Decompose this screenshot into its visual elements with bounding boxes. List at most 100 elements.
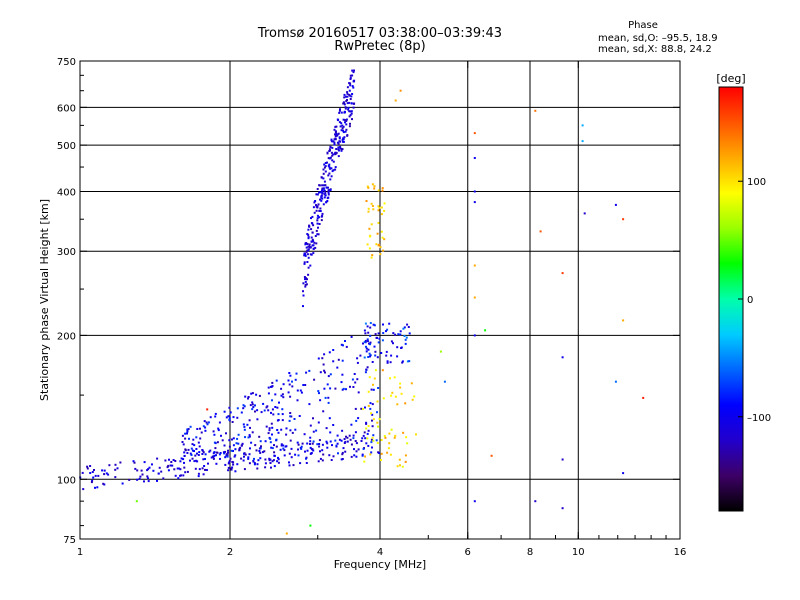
data-point (324, 184, 327, 187)
data-point (336, 442, 339, 445)
data-point (177, 467, 180, 470)
data-point (192, 438, 195, 441)
data-point (371, 403, 374, 406)
data-point (252, 406, 255, 409)
data-point (290, 447, 293, 450)
data-point (583, 212, 586, 215)
data-point (287, 379, 290, 382)
data-point (399, 464, 401, 467)
data-point (367, 210, 370, 213)
data-point (401, 465, 404, 468)
data-point (167, 464, 170, 467)
data-point (277, 461, 280, 464)
data-point (413, 395, 416, 398)
data-point (236, 416, 239, 419)
data-point (170, 461, 173, 463)
data-point (119, 461, 122, 464)
data-point (304, 283, 307, 286)
data-point (323, 189, 326, 192)
data-point (349, 74, 352, 77)
data-point (327, 375, 330, 378)
data-point (227, 462, 230, 465)
data-point (291, 385, 294, 388)
data-point (186, 470, 189, 473)
data-point (273, 454, 276, 457)
data-point (157, 472, 160, 475)
data-point (346, 134, 349, 137)
data-point (317, 357, 320, 360)
data-point (324, 162, 327, 164)
data-point (339, 125, 342, 128)
data-point (289, 415, 292, 418)
data-point (333, 143, 336, 146)
data-point (302, 384, 305, 386)
data-point (195, 459, 198, 462)
data-point (327, 164, 330, 167)
data-point (328, 172, 331, 175)
data-point (343, 136, 346, 139)
data-point (232, 416, 235, 419)
data-point (335, 125, 338, 128)
data-point (315, 242, 318, 245)
data-point (195, 436, 198, 439)
data-point (372, 388, 375, 391)
x-axis-label: Frequency [MHz] (334, 558, 426, 571)
data-point (189, 452, 192, 455)
data-point (199, 437, 202, 440)
data-point (183, 461, 185, 464)
data-point (274, 393, 277, 396)
data-point (270, 411, 272, 414)
data-point (411, 398, 414, 401)
data-point (341, 148, 344, 151)
data-point (337, 148, 340, 151)
data-point (256, 463, 259, 466)
data-point (342, 137, 345, 140)
data-point (353, 373, 356, 375)
data-point (136, 478, 139, 481)
data-point (228, 417, 231, 420)
data-point (225, 432, 227, 435)
data-point (392, 342, 394, 345)
data-point (365, 347, 368, 350)
data-point (213, 454, 216, 457)
data-point (257, 459, 260, 462)
data-point (367, 429, 370, 432)
colorbar-tick-label: 0 (747, 295, 753, 306)
data-point (378, 243, 381, 246)
data-point (334, 151, 337, 154)
data-point (288, 372, 291, 374)
data-point (309, 436, 312, 439)
data-point (332, 424, 335, 426)
data-point (231, 421, 234, 423)
colorbar-label: [deg] (716, 72, 745, 85)
data-point (561, 356, 564, 359)
data-point (247, 397, 249, 400)
data-point (287, 391, 290, 394)
data-point (366, 437, 369, 440)
data-point (334, 131, 337, 134)
data-point (341, 429, 344, 432)
data-point (303, 261, 306, 264)
data-point (320, 194, 323, 197)
data-point (82, 488, 85, 491)
data-point (366, 432, 369, 435)
data-point (399, 89, 402, 92)
data-point (323, 196, 326, 199)
data-point (336, 366, 339, 369)
data-point (369, 354, 372, 357)
data-point (227, 449, 229, 452)
data-point (338, 136, 341, 139)
data-point (340, 381, 343, 384)
data-point (353, 102, 356, 105)
data-point (316, 214, 319, 217)
data-point (364, 437, 367, 440)
data-point (473, 190, 476, 193)
data-point (328, 417, 331, 420)
data-point (331, 159, 334, 162)
data-point (388, 432, 391, 435)
data-point (260, 445, 262, 448)
data-point (381, 187, 384, 190)
data-point (381, 189, 384, 192)
data-point (321, 443, 324, 446)
data-point (167, 469, 170, 472)
